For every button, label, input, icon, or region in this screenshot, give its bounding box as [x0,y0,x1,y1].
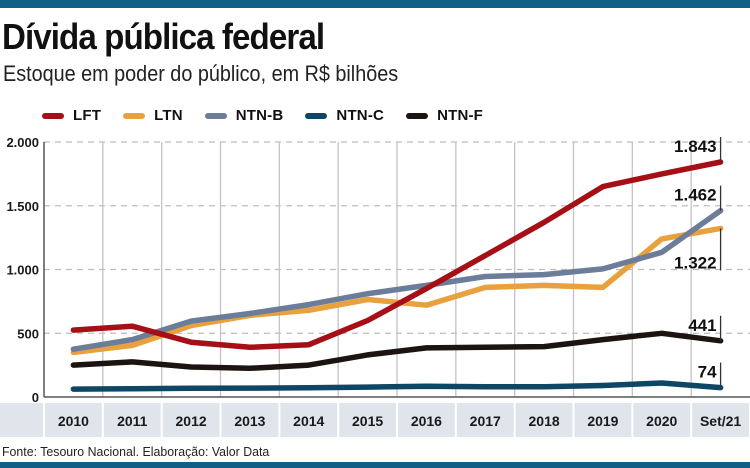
x-tick-label: 2013 [234,413,265,429]
y-tick-label: 1.000 [6,263,39,278]
legend-label-ntn-b: NTN-B [235,107,284,124]
legend-swatch-ntn-c [305,112,328,119]
x-axis-band-cell [398,403,455,437]
legend-swatch-ntn-b [204,112,227,119]
chart-subtitle: Estoque em poder do público, em R$ bilhõ… [3,61,399,86]
x-axis-band-cell [280,403,338,437]
end-label-ntn-c: 74 [698,363,717,382]
top-brand-bar [0,0,750,8]
y-tick-label: 1.500 [6,199,39,214]
x-axis-band-cell [692,403,749,437]
x-tick-label: 2015 [352,413,383,429]
source-note: Fonte: Tesouro Nacional. Elaboração: Val… [2,444,270,459]
bottom-brand-bar [0,462,750,468]
x-tick-label: 2019 [587,413,618,429]
axes [43,142,750,398]
legend-label-lft: LFT [73,107,102,124]
x-tick-label: 2014 [293,413,324,429]
end-label-ltn: 1.322 [674,253,717,272]
end-label-ntn-b: 1.462 [674,186,717,205]
legend-swatch-lft [42,112,64,119]
gridlines [44,141,750,397]
x-axis-band-cell [221,403,279,437]
legend-item-ntn-b: NTN-B [204,107,284,124]
legend-item-lft: LFT [42,107,101,124]
x-axis-band-cell [103,403,161,437]
legend-item-ntn-f: NTN-F [406,107,483,124]
series-line-ntn-f [70,330,724,372]
x-tick-label: 2012 [176,413,207,429]
x-tick-label: 2020 [646,413,677,429]
end-label-lft: 1.843 [674,137,717,156]
x-tick-label: 2011 [117,413,148,429]
x-axis-band-cell [633,403,691,437]
y-tick-label: 0 [32,390,39,405]
x-tick-label: 2017 [470,413,501,429]
end-labels: 1.843 1.462 1.322 441 74 [674,137,722,388]
legend-label-ltn: LTN [154,107,183,124]
x-tick-label: 2018 [529,413,560,429]
x-axis-band-cell [515,403,573,437]
legend: LFT LTN NTN-B NTN-C NTN-F [42,107,505,124]
x-axis-ticks: 2010 2011 2012 2013 2014 2015 2016 2017 2018 2019… [58,413,742,429]
series-line-lft [70,159,724,351]
x-axis-band-cell [456,403,514,437]
line-chart: 0 500 1.000 1.500 2.000 2010 2011 2012 2013 2014… [0,135,750,437]
legend-swatch-ntn-f [406,112,429,119]
x-tick-label: Set/21 [700,413,741,429]
x-axis-band-cell [339,403,396,437]
x-axis-band-cell [162,403,220,437]
x-axis-band [0,403,749,437]
x-tick-label: 2016 [411,413,442,429]
series-lines [70,159,724,392]
x-axis-band-cell [574,403,632,437]
y-tick-label: 500 [17,326,39,341]
legend-label-ntn-c: NTN-C [336,107,385,124]
series-line-ntn-c [70,380,724,392]
x-axis-band-cell [45,403,102,437]
end-label-ntn-f: 441 [688,316,716,335]
legend-label-ntn-f: NTN-F [437,107,484,124]
x-axis-band-cell-empty [0,403,43,437]
y-tick-label: 2.000 [6,135,39,150]
series-line-ntn-b [70,207,724,352]
legend-item-ntn-c: NTN-C [305,107,384,124]
x-tick-label: 2010 [58,413,89,429]
chart-title: Dívida pública federal [2,16,325,57]
y-axis-ticks: 0 500 1.000 1.500 2.000 [6,135,39,405]
legend-item-ltn: LTN [123,107,183,124]
legend-swatch-ltn [123,112,146,119]
